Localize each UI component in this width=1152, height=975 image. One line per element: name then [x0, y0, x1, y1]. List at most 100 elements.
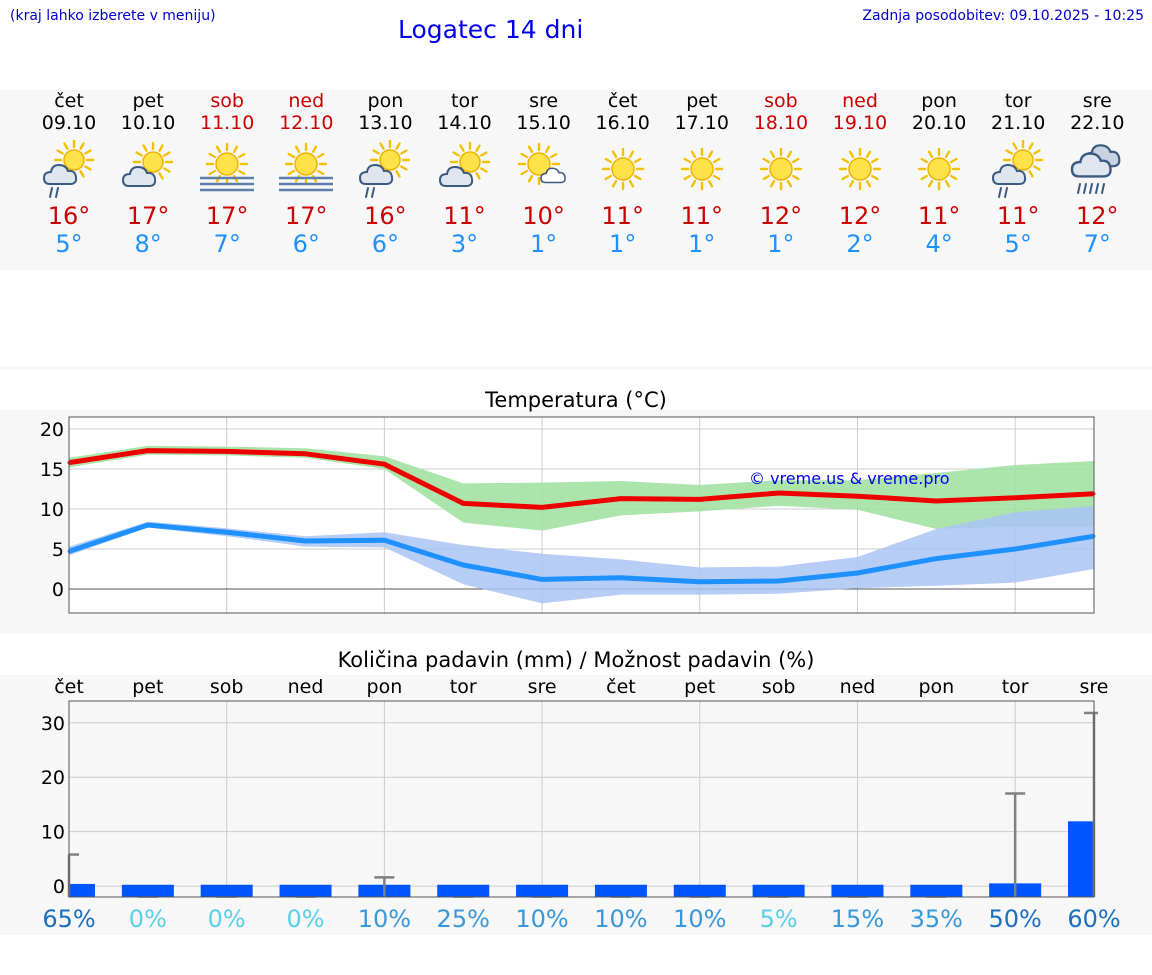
day-column: tor 21.10 11° 5°	[978, 90, 1058, 258]
precipitation-chance: 60%	[1067, 905, 1120, 933]
y-tick-label: 10	[41, 822, 65, 844]
precipitation-chance: 0%	[286, 905, 324, 933]
precipitation-chance: 35%	[910, 905, 963, 933]
max-temperature: 11°	[443, 202, 486, 230]
day-date: 10.10	[120, 112, 176, 134]
min-temperature: 7°	[213, 230, 241, 258]
min-temperature: 2°	[846, 230, 874, 258]
precipitation-chance: 10%	[515, 905, 568, 933]
min-temperature: 4°	[925, 230, 953, 258]
max-temperature: 11°	[601, 202, 644, 230]
precipitation-chance: 25%	[437, 905, 490, 933]
rain-shape	[998, 187, 1009, 198]
min-temperature-line	[68, 522, 1095, 585]
cloud-shape	[359, 163, 394, 185]
day-column: ned 12.10 17° 6°	[266, 90, 346, 258]
min-point	[540, 577, 544, 581]
min-range-band	[69, 505, 1094, 604]
cloud-shape	[42, 163, 78, 185]
sun-shape	[517, 142, 560, 186]
plot-frame	[68, 416, 1095, 614]
day-name: ned	[288, 90, 325, 112]
max-point	[225, 449, 229, 453]
max-point	[934, 499, 938, 503]
max-point	[698, 497, 702, 501]
max-temperature: 12°	[838, 202, 882, 230]
sun-cloud-icon	[438, 141, 490, 187]
plot-area	[69, 701, 1094, 897]
sun-fog-icon	[279, 142, 334, 192]
y-tick-label: 30	[41, 713, 65, 735]
region-hint: (kraj lahko izberete v meniju)	[10, 8, 216, 24]
sun-icon	[917, 147, 961, 191]
sun-shape	[680, 147, 723, 191]
min-temperature: 3°	[450, 230, 479, 258]
max-point	[1013, 496, 1017, 500]
x-tick-label: sre	[528, 676, 557, 698]
day-name: ned	[842, 90, 878, 112]
day-name: pon	[367, 90, 404, 112]
plot-frame	[68, 700, 1095, 898]
day-column: sre 22.10 12° 7°	[1057, 90, 1137, 258]
day-column: pet 10.10 17° 8°	[108, 90, 188, 258]
precipitation-chance: 50%	[988, 905, 1041, 933]
cloud-shape	[539, 167, 566, 184]
day-column: sob 18.10 12° 1°	[741, 90, 821, 258]
day-name: sob	[210, 90, 244, 112]
day-date: 17.10	[674, 112, 729, 134]
temperature-chart-title: Temperatura (°C)	[485, 388, 667, 412]
min-temperature: 6°	[371, 230, 400, 258]
max-temperature: 11°	[680, 202, 724, 230]
max-temperature: 16°	[364, 202, 407, 230]
precipitation-chance: 0%	[208, 905, 246, 933]
precipitation-chance: 15%	[831, 905, 884, 933]
max-point	[855, 494, 859, 498]
sun-shape	[1002, 139, 1044, 181]
precipitation-bar	[910, 884, 963, 897]
x-tick-label: ned	[840, 676, 876, 698]
sun-shape	[838, 147, 882, 191]
watermark: © vreme.us & vreme.pro	[749, 469, 950, 488]
min-temperature: 6°	[292, 230, 320, 258]
day-name: sre	[1082, 90, 1112, 112]
day-column: pon 20.10 11° 4°	[899, 90, 979, 258]
sun-cloud-rain-icon	[42, 139, 95, 198]
max-temperature: 11°	[996, 202, 1040, 230]
precipitation-bar	[279, 884, 332, 897]
min-point	[855, 571, 859, 575]
max-temperature: 17°	[285, 202, 328, 230]
min-point	[461, 563, 465, 567]
max-point	[540, 505, 544, 509]
day-name: tor	[451, 90, 478, 112]
day-name: pon	[921, 90, 957, 112]
min-temperature: 8°	[134, 230, 162, 258]
x-tick-label: pon	[918, 676, 954, 698]
rain-shape	[1077, 183, 1106, 194]
cloud-heavy-rain-icon	[1071, 144, 1121, 194]
day-column: pet 17.10 11° 1°	[662, 90, 742, 258]
precipitation-bar	[516, 884, 569, 897]
min-temperature: 5°	[1004, 230, 1032, 258]
y-tick-label: 20	[41, 767, 65, 789]
day-date: 13.10	[358, 112, 413, 134]
day-column: sob 11.10 17° 7°	[187, 90, 267, 258]
min-point	[146, 523, 150, 527]
sun-icon	[601, 147, 644, 191]
min-temperature: 7°	[1083, 230, 1111, 258]
day-name: pet	[132, 90, 164, 112]
day-column: čet 09.10 16° 5°	[29, 90, 109, 258]
max-temperature: 16°	[47, 202, 91, 230]
day-name: sre	[529, 90, 559, 112]
day-date: 09.10	[41, 112, 97, 134]
day-name: sob	[764, 90, 798, 112]
rain-shape	[365, 187, 376, 198]
last-updated: Zadnja posodobitev: 09.10.2025 - 10:25	[862, 8, 1144, 24]
precipitation-chance: 0%	[129, 905, 167, 933]
sun-shape	[759, 147, 803, 191]
day-name: tor	[1004, 90, 1032, 112]
precipitation-bar	[673, 884, 726, 897]
max-range-band	[69, 445, 1094, 531]
day-date: 18.10	[753, 112, 809, 134]
x-tick-label: sob	[762, 676, 796, 698]
x-tick-label: ned	[288, 676, 324, 698]
